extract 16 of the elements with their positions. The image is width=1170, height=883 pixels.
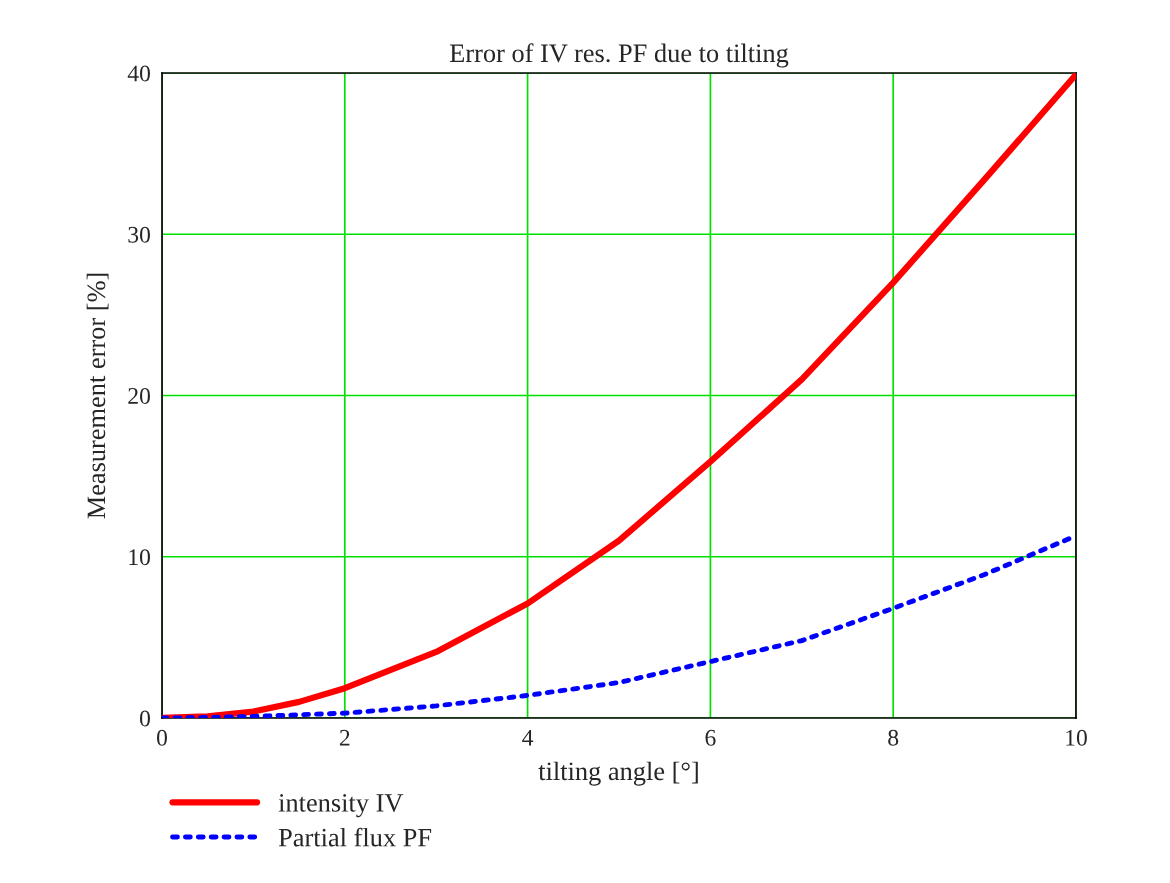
y-tick-label: 40 bbox=[127, 65, 150, 82]
x-axis-title: tilting angle [°] bbox=[538, 761, 698, 786]
x-tick-label: 8 bbox=[888, 729, 899, 746]
y-tick-label: 30 bbox=[128, 226, 150, 243]
x-tick-label: 2 bbox=[339, 729, 350, 746]
y-tick-label: 20 bbox=[128, 387, 150, 404]
x-tick-label: 6 bbox=[705, 729, 716, 746]
chart-title: Error of IV res. PF due to tilting bbox=[449, 43, 789, 68]
y-tick-label: 10 bbox=[129, 549, 150, 566]
y-axis-title: Measurement error [%] bbox=[86, 273, 109, 519]
legend-label: intensity IV bbox=[278, 794, 404, 818]
legend-label: Partial flux PF bbox=[278, 827, 432, 847]
x-tick-label: 10 bbox=[1066, 729, 1087, 746]
x-tick-label: 0 bbox=[157, 729, 167, 746]
y-tick-label: 0 bbox=[139, 710, 150, 727]
x-tick-label: 4 bbox=[522, 729, 534, 746]
